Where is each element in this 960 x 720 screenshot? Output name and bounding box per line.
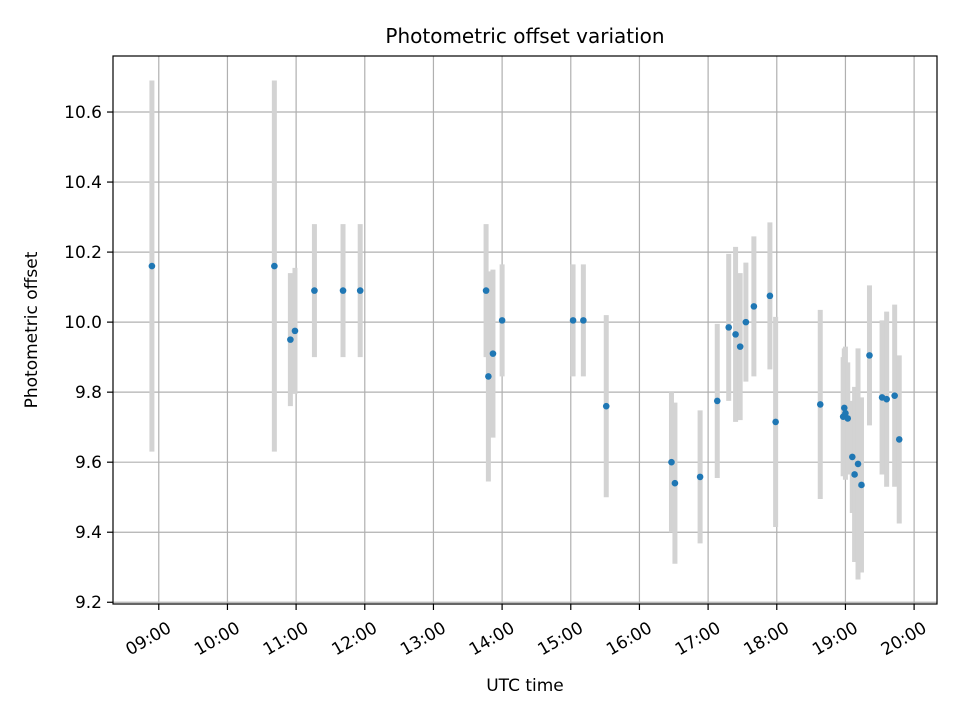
data-point [148, 262, 156, 270]
x-tick-label: 09:00 [122, 618, 174, 660]
data-point [671, 479, 679, 487]
x-tick-label: 13:00 [397, 618, 449, 660]
grid [113, 56, 937, 604]
data-point [271, 262, 278, 270]
y-axis-label: Photometric offset [22, 251, 42, 408]
data-point [339, 287, 347, 294]
data-point [866, 352, 873, 359]
data-point [311, 287, 318, 294]
data-point [849, 453, 856, 461]
data-point [854, 460, 862, 468]
data-point [498, 317, 506, 324]
x-tick-label: 11:00 [260, 618, 312, 660]
data-point [485, 373, 492, 380]
y-tick-label: 10.2 [64, 243, 102, 263]
y-tick-label: 9.2 [75, 593, 102, 613]
x-tick-label: 15:00 [534, 618, 586, 660]
data-point [602, 402, 610, 410]
data-points [148, 262, 903, 489]
y-tick-label: 9.6 [75, 453, 102, 473]
data-point [287, 336, 294, 343]
y-tick-label: 9.8 [75, 383, 102, 403]
data-point [858, 481, 865, 489]
data-point [772, 418, 779, 426]
data-point [750, 303, 758, 310]
data-point [489, 350, 497, 357]
data-point [841, 404, 848, 412]
data-point [766, 292, 774, 300]
data-point [668, 458, 675, 466]
data-point [816, 401, 824, 408]
data-point [482, 287, 490, 294]
data-point [291, 327, 299, 335]
data-point [725, 324, 733, 331]
data-point [580, 317, 587, 324]
data-point [696, 473, 704, 481]
data-point [851, 471, 858, 478]
x-axis-label: UTC time [486, 676, 564, 696]
y-tick-label: 10.6 [64, 103, 102, 123]
data-point [842, 409, 849, 417]
x-tick-label: 17:00 [672, 618, 724, 660]
plot-frame [112, 55, 938, 605]
data-point [736, 343, 744, 350]
data-point [891, 392, 898, 399]
data-point [356, 287, 364, 294]
axis-ticks: 09:00 10:00 11:00 12:00 13:00 14:00 15:00 16:00… [64, 103, 930, 660]
data-point [895, 436, 903, 443]
y-tick-label: 10.4 [64, 173, 102, 193]
x-tick-label: 16:00 [603, 618, 655, 660]
data-point [569, 317, 577, 324]
x-tick-label: 19:00 [809, 618, 861, 660]
data-point [732, 331, 739, 338]
data-point [883, 395, 890, 403]
data-point [713, 397, 721, 405]
x-tick-label: 20:00 [878, 618, 930, 660]
error-bars [149, 80, 902, 580]
x-tick-label: 12:00 [328, 618, 380, 660]
y-tick-label: 10.0 [64, 313, 102, 333]
data-point [844, 415, 852, 422]
x-tick-label: 14:00 [466, 618, 518, 660]
data-point [742, 318, 750, 326]
y-tick-label: 9.4 [75, 523, 102, 543]
chart-title: Photometric offset variation [385, 24, 664, 48]
x-tick-label: 18:00 [740, 618, 792, 660]
x-tick-label: 10:00 [191, 618, 243, 660]
